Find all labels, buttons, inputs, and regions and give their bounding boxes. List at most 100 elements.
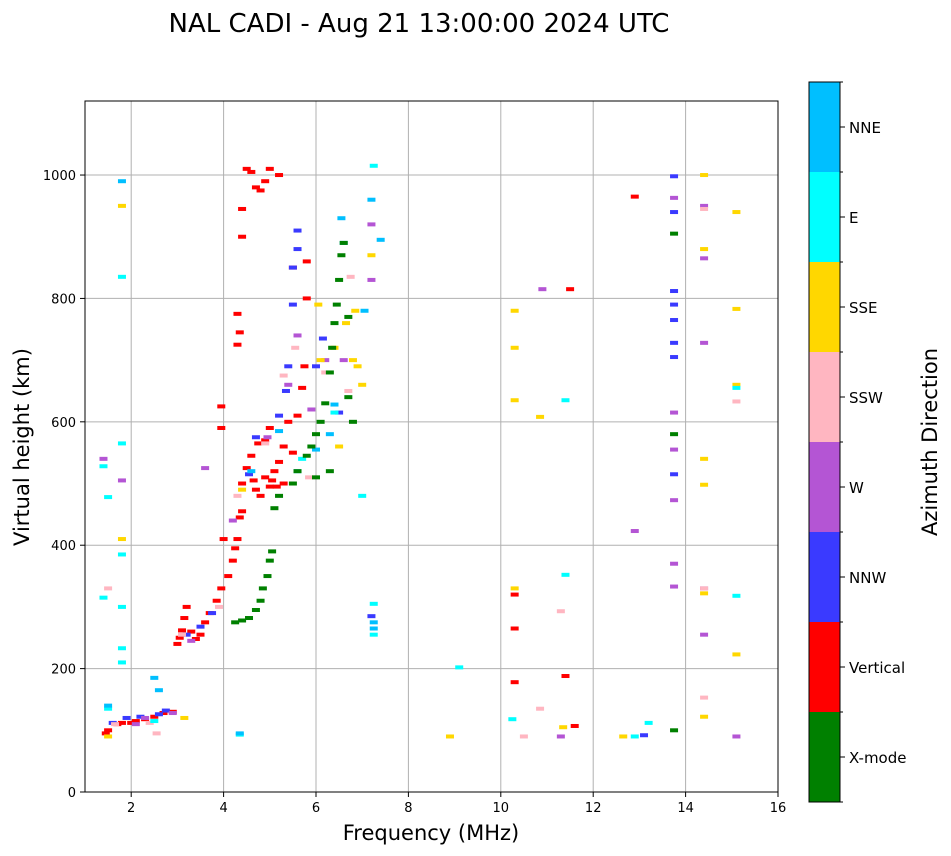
y-tick-label: 800: [51, 292, 76, 307]
data-point: [224, 574, 233, 579]
data-point: [325, 370, 334, 375]
data-point: [247, 453, 256, 458]
data-point: [284, 364, 293, 369]
series-vertical: [101, 166, 639, 736]
data-point: [561, 674, 570, 679]
data-point: [732, 652, 741, 657]
data-point: [700, 256, 709, 261]
data-point: [556, 609, 565, 614]
data-point: [117, 552, 126, 557]
data-point: [335, 410, 344, 415]
data-point: [275, 493, 284, 498]
data-point: [104, 703, 113, 708]
data-point: [670, 432, 679, 437]
data-point: [670, 231, 679, 236]
data-point: [247, 469, 256, 474]
data-point: [510, 592, 519, 597]
data-point: [214, 604, 223, 609]
data-point: [670, 174, 679, 179]
data-point: [150, 719, 159, 724]
data-point: [321, 370, 330, 375]
data-point: [104, 495, 113, 500]
data-point: [556, 734, 565, 739]
data-point: [208, 611, 217, 616]
data-point: [191, 636, 200, 641]
data-point: [700, 482, 709, 487]
data-point: [312, 364, 320, 369]
data-point: [293, 413, 302, 418]
data-point: [700, 456, 709, 461]
data-point: [318, 336, 327, 341]
data-point: [101, 731, 110, 736]
colorbar-label: Azimuth Direction: [918, 348, 942, 536]
data-point: [131, 719, 140, 724]
series-x-mode: [231, 231, 679, 733]
data-point: [369, 601, 378, 606]
data-point: [670, 410, 679, 415]
data-point: [360, 308, 369, 313]
data-point: [238, 481, 247, 486]
data-point: [328, 345, 337, 350]
data-point: [263, 574, 272, 579]
x-tick-label: 4: [219, 801, 227, 816]
data-point: [154, 712, 163, 717]
colorbar-segment: [809, 172, 840, 262]
data-point: [335, 277, 344, 282]
data-point: [150, 675, 159, 680]
colorbar-category-label: NNW: [849, 569, 886, 587]
data-point: [570, 723, 579, 728]
data-point: [251, 435, 260, 440]
data-point: [339, 358, 348, 363]
data-point: [217, 586, 226, 591]
data-point: [302, 296, 311, 301]
data-point: [242, 466, 251, 471]
data-point: [670, 289, 679, 294]
data-point: [367, 614, 376, 619]
data-point: [141, 715, 150, 720]
data-point: [342, 321, 351, 326]
data-point: [519, 734, 528, 739]
data-point: [247, 169, 256, 174]
data-point: [263, 435, 272, 440]
data-point: [265, 484, 274, 489]
data-point: [288, 450, 297, 455]
data-point: [538, 287, 547, 292]
data-point: [111, 722, 120, 727]
x-tick-label: 16: [770, 801, 787, 816]
data-point: [351, 308, 360, 313]
data-point: [275, 429, 284, 434]
data-point: [376, 237, 385, 242]
data-point: [196, 632, 205, 637]
data-point: [99, 456, 108, 461]
data-point: [168, 711, 177, 716]
data-point: [561, 398, 570, 403]
plot-area-frame: [84, 100, 779, 793]
data-point: [348, 358, 357, 363]
data-point: [510, 345, 519, 350]
data-point: [302, 453, 311, 458]
colorbar-segment: [809, 262, 840, 352]
data-point: [228, 518, 237, 523]
x-tick-label: 2: [127, 801, 135, 816]
data-point: [265, 425, 274, 430]
data-point: [346, 274, 355, 279]
data-point: [117, 604, 126, 609]
data-point: [275, 413, 284, 418]
x-axis-ticks: 2 4 6 8 10 12 14 16: [127, 792, 786, 816]
x-axis-label: Frequency (MHz): [343, 821, 519, 845]
data-point: [268, 549, 277, 554]
x-tick-label: 8: [404, 801, 412, 816]
data-point: [238, 487, 247, 492]
data-point: [293, 333, 302, 338]
data-point: [231, 546, 240, 551]
data-point: [180, 715, 189, 720]
data-point: [325, 469, 334, 474]
data-point: [314, 302, 323, 307]
data-point: [235, 731, 244, 736]
data-point: [369, 163, 378, 168]
data-point: [217, 425, 226, 430]
data-point: [251, 607, 260, 612]
data-point: [700, 340, 709, 345]
data-point: [330, 402, 339, 407]
